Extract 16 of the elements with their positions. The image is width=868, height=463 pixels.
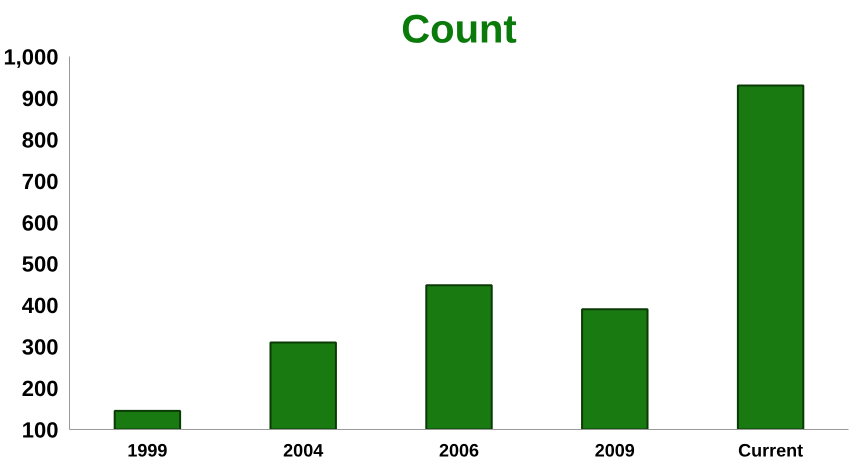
chart-title: Count — [401, 8, 517, 52]
y-tick-label: 1,000 — [3, 44, 59, 70]
y-tick-label: 100 — [22, 418, 59, 442]
x-tick-label: Current — [738, 440, 804, 460]
x-tick-label: 2004 — [283, 440, 324, 460]
y-tick-label: 400 — [22, 293, 59, 318]
y-tick-label: 300 — [22, 334, 59, 360]
x-tick-label: 2009 — [594, 440, 635, 460]
x-tick-label: 1999 — [127, 440, 168, 460]
x-tick-label: 2006 — [438, 440, 480, 460]
y-tick-label: 200 — [22, 376, 59, 402]
y-tick-label: 900 — [22, 86, 59, 111]
y-tick-label: 800 — [22, 127, 59, 152]
y-tick-label: 600 — [22, 210, 59, 236]
y-tick-label: 500 — [22, 252, 59, 277]
y-tick-label: 700 — [22, 168, 59, 194]
